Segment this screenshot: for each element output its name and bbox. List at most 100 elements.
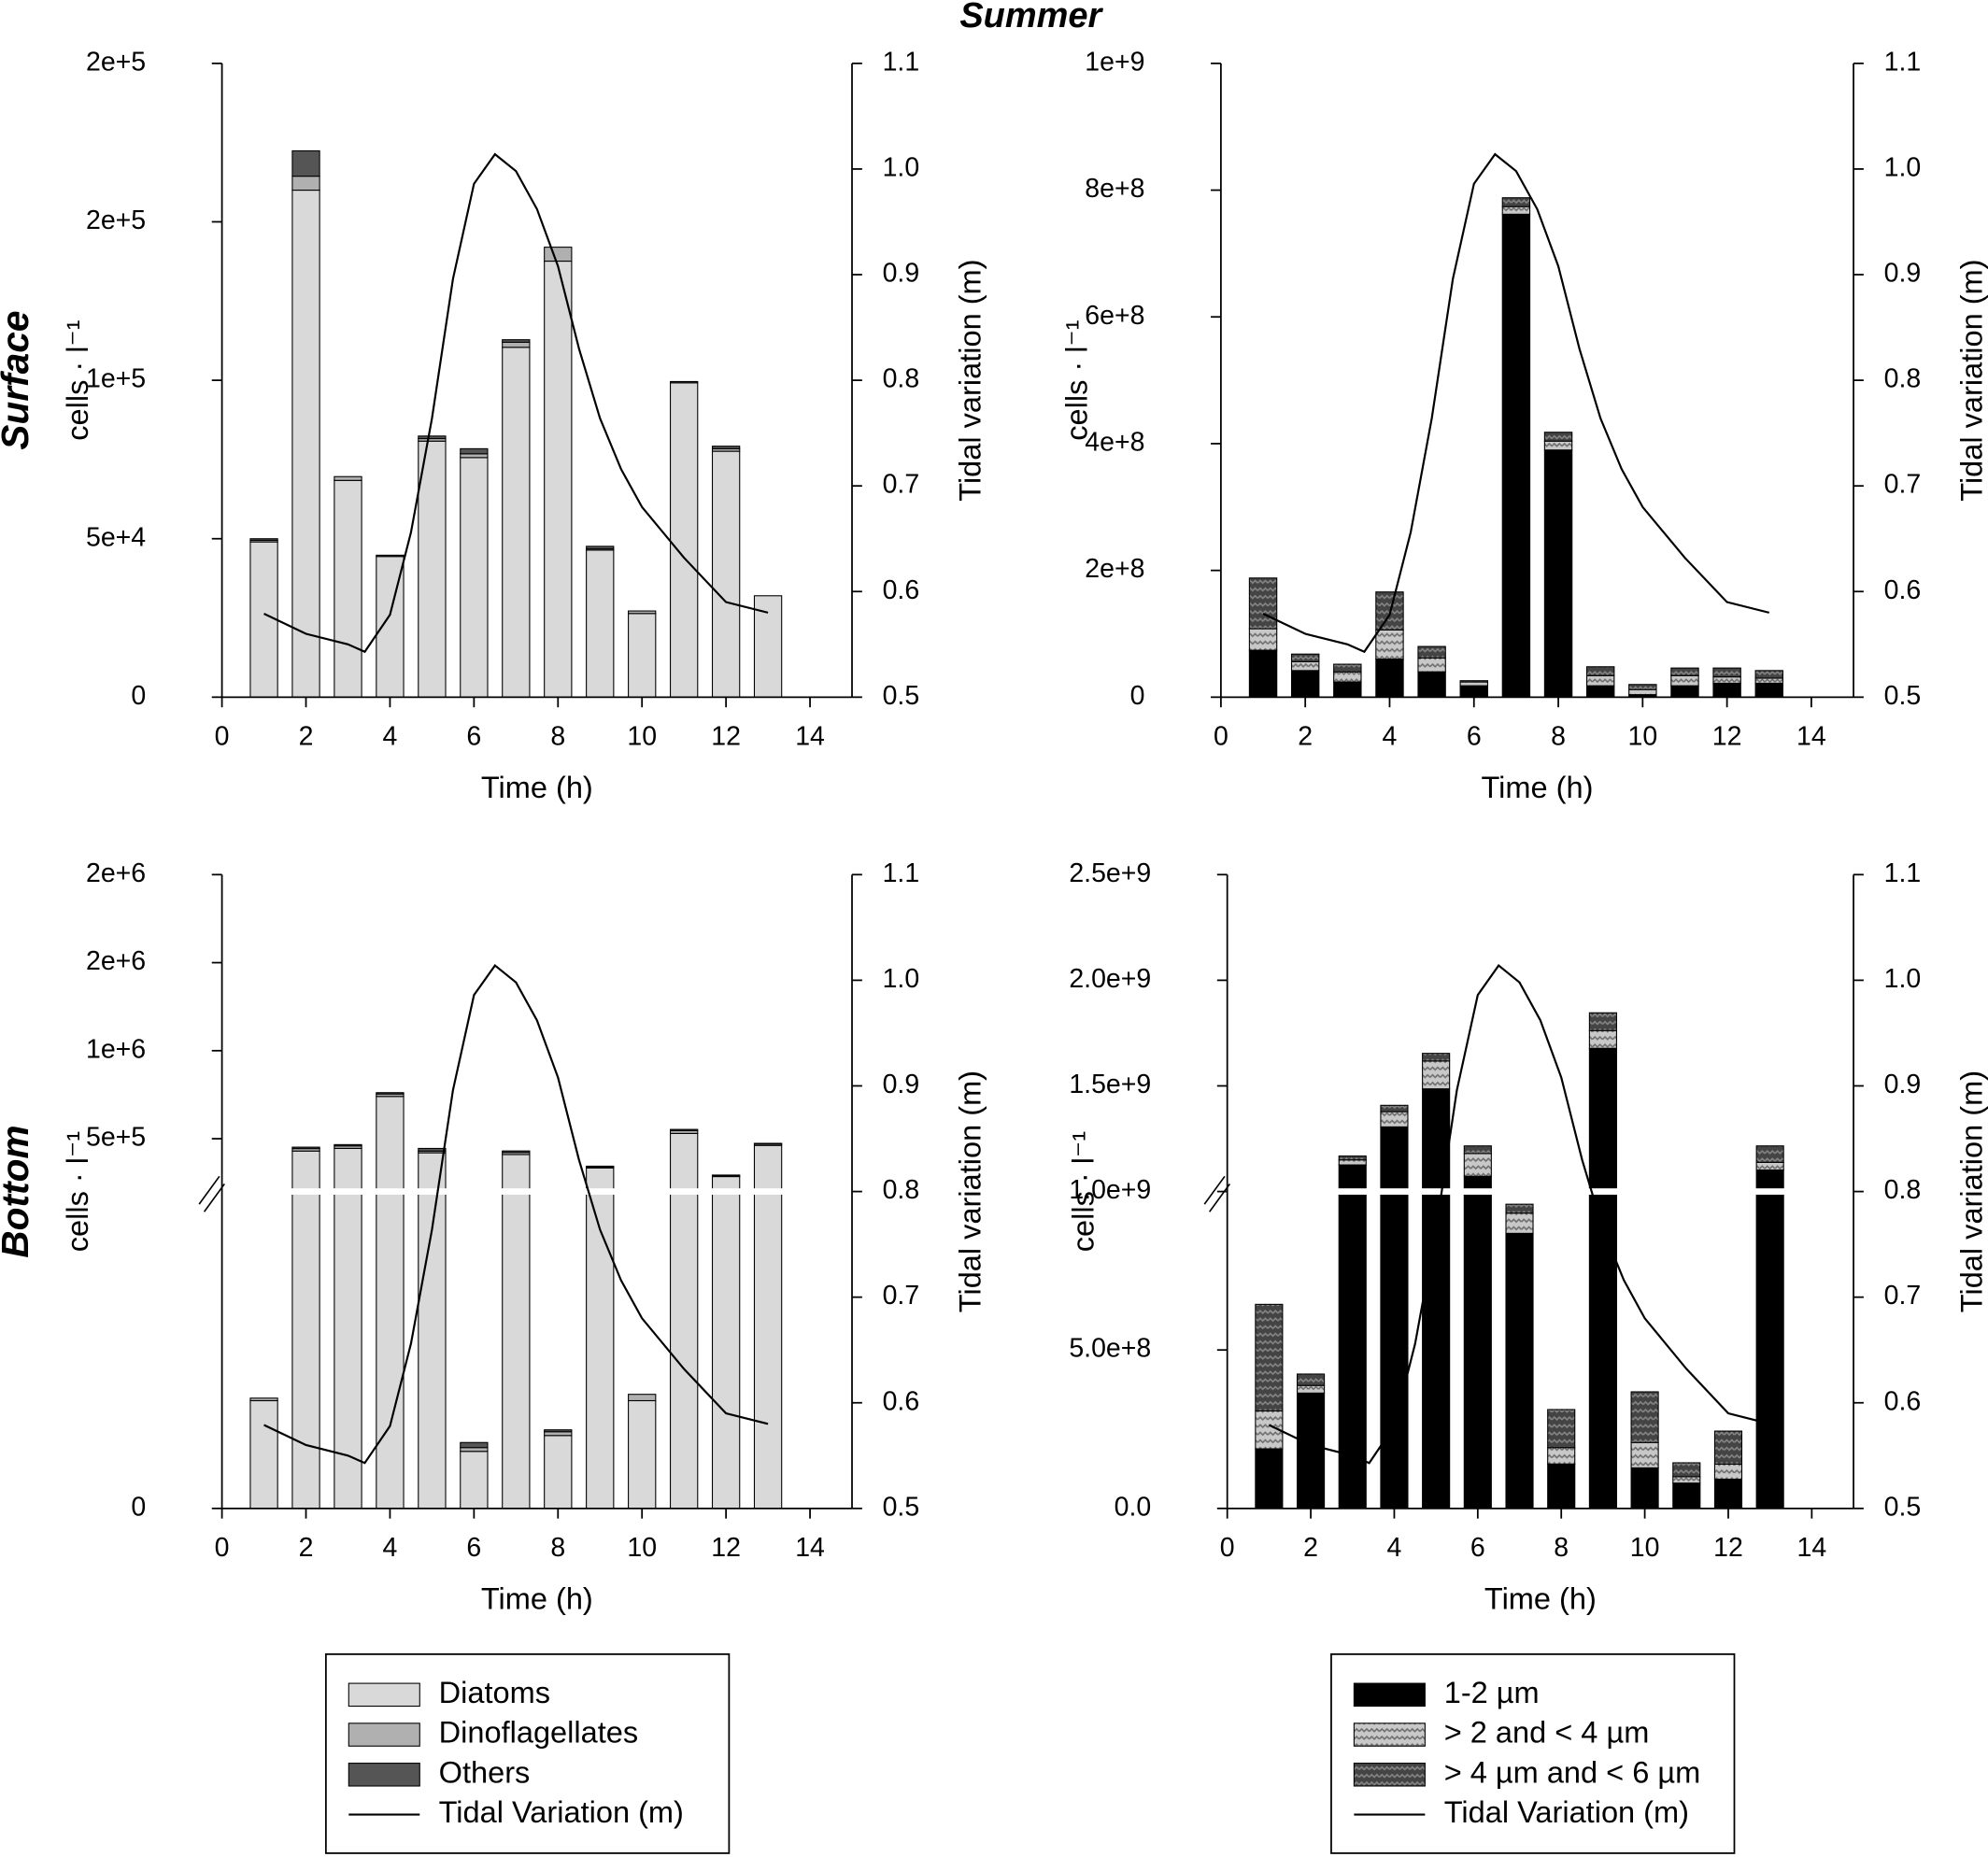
x-tick-label: 4 [1383,721,1398,751]
bar-segment [1547,1447,1576,1465]
y2-tick-label: 1.1 [883,858,920,888]
bar-segment [544,1429,573,1433]
y-tick-label: 5e+5 [86,1123,146,1153]
x-tick-label: 6 [466,1533,481,1563]
bar-segment [334,475,362,481]
bar-segment [1713,1479,1743,1510]
y2-axis-label: Tidal variation (m) [1955,1070,1988,1312]
bar-segment [1338,1155,1367,1161]
bar-segment [1543,440,1573,451]
x-tick-label: 12 [711,1533,741,1563]
bar-segment [544,260,573,698]
y-tick-label: 2.5e+9 [1069,858,1151,888]
bar-segment [502,1150,531,1154]
legend-swatch [1353,1682,1426,1708]
bar-segment [1628,688,1657,696]
tidal-line [263,152,769,654]
axis-break-gap [224,1188,850,1195]
bar-segment [1672,1476,1701,1484]
bar-segment [1290,670,1320,698]
y-tick-label: 2e+5 [86,47,146,77]
bar-segment [544,1431,573,1437]
y2-axis-label: Tidal variation (m) [954,259,987,501]
x-tick-label: 8 [1551,721,1566,751]
x-tick-label: 12 [1713,1533,1743,1563]
bar-segment [628,1399,657,1510]
legend-label: Diatoms [439,1676,550,1709]
axis-break-mark [1203,1175,1226,1205]
bar-segment [628,610,657,615]
bar-segment [1543,432,1573,442]
bar-segment [1754,677,1783,684]
bar-segment [376,1096,405,1510]
y2-tick-label: 0.7 [883,1281,920,1311]
bar-segment [1422,1088,1451,1510]
bar-segment [376,554,405,558]
bar-segment [711,446,741,449]
x-tick-label: 8 [550,721,565,751]
bar-segment [1380,1111,1409,1127]
y2-tick-label: 0.6 [883,575,920,605]
bar-segment [1630,1467,1659,1510]
y-axis-label: cells · l⁻¹ [61,1131,94,1252]
y-tick-label: 5.0e+8 [1069,1334,1151,1364]
x-tick-label: 10 [1630,1533,1660,1563]
bar-segment [502,341,531,348]
bar-segment [418,435,447,440]
bar-segment [502,1154,531,1510]
bar-segment [1713,1430,1743,1465]
tidal-line [1268,964,1770,1465]
bar-segment [586,549,615,698]
bar-segment [1417,671,1446,698]
bar-segment [460,1441,489,1449]
x-tick-label: 14 [1796,721,1826,751]
bar-segment [1543,449,1573,698]
bar-segment [1333,671,1362,683]
y2-tick-label: 1.1 [1884,858,1922,888]
bar-segment [1712,676,1741,684]
bar-segment [1755,1161,1784,1171]
bar-segment [753,1142,783,1145]
y2-tick-label: 0.7 [883,470,920,500]
bar-segment [460,447,489,455]
bar-segment [291,1150,320,1510]
bar-segment [1463,1153,1492,1177]
legend-label: 1-2 µm [1444,1676,1540,1709]
x-tick-label: 6 [1470,1533,1485,1563]
y2-tick-label: 0.6 [1884,575,1922,605]
bar-segment [670,380,699,384]
tidal-line [1262,152,1770,654]
x-tick-label: 14 [1797,1533,1827,1563]
bar-segment [1375,659,1404,698]
y-tick-label: 6e+8 [1085,301,1144,331]
bar-segment [1505,1203,1534,1214]
row-label: Bottom [0,1125,36,1257]
x-tick-label: 14 [795,721,825,751]
bar-segment [1585,666,1615,676]
bar-segment [334,1143,362,1147]
y2-tick-label: 0.8 [883,364,920,394]
axis-break-mark [203,1183,225,1212]
y2-tick-label: 0.6 [883,1386,920,1416]
bar-segment [670,382,699,698]
y2-tick-label: 0.5 [1884,681,1922,711]
y-tick-label: 4e+8 [1085,427,1144,457]
x-tick-label: 4 [383,1533,398,1563]
bar-segment [753,1144,783,1510]
x-axis-label: Time (h) [1482,771,1594,804]
bar-segment [753,595,783,698]
y-axis-label: cells · l⁻¹ [1066,1131,1100,1252]
bar-segment [418,1147,447,1152]
legend-swatch [348,1682,420,1708]
bar-segment [586,1167,615,1510]
bar-segment [1630,1391,1659,1443]
y-axis-label: cells · l⁻¹ [1060,319,1094,440]
x-tick-label: 10 [1627,721,1657,751]
bar-segment [460,1447,489,1453]
bar-segment [1712,667,1741,678]
bar-segment [291,190,320,698]
x-tick-label: 10 [627,721,657,751]
y-axis-label: cells · l⁻¹ [61,319,94,440]
bar-segment [376,1092,405,1095]
bar-segment [1755,1169,1784,1510]
